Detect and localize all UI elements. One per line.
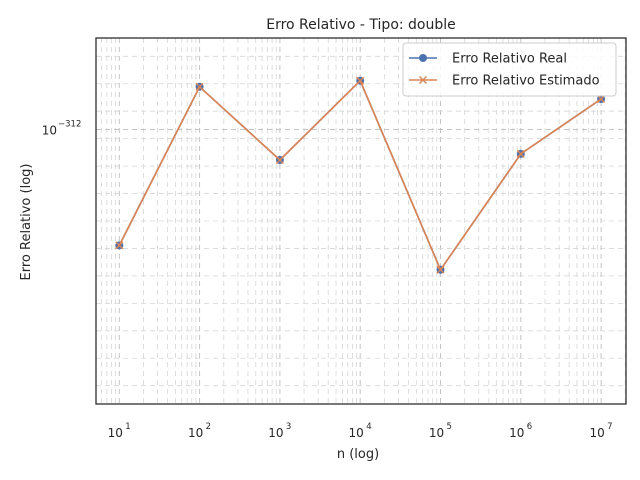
x-tick-label: 10 bbox=[349, 426, 364, 440]
y-tick-label: 10 bbox=[42, 124, 57, 138]
x-tick-label: 10 bbox=[108, 426, 123, 440]
y-tick-exponent: −312 bbox=[58, 120, 81, 130]
data-point-estimado bbox=[436, 265, 445, 274]
x-axis-label: n (log) bbox=[337, 447, 379, 462]
data-point-estimado bbox=[115, 241, 124, 250]
x-tick-exponent: 5 bbox=[447, 422, 452, 432]
x-tick-label: 10 bbox=[188, 426, 203, 440]
data-point-estimado bbox=[275, 156, 284, 164]
x-tick-label: 10 bbox=[589, 426, 604, 440]
plot-frame bbox=[95, 37, 627, 405]
tick-labels: 10 1 10 2 10 3 10 4 10 5 10 6 10 710 −312 bbox=[42, 120, 613, 441]
legend: Erro Relativo Real Erro Relativo Estimad… bbox=[402, 42, 617, 97]
data-point-estimado bbox=[597, 95, 606, 103]
x-tick-exponent: 4 bbox=[366, 422, 371, 432]
legend-label-estimado: Erro Relativo Estimado bbox=[452, 74, 600, 89]
data-point-estimado bbox=[516, 149, 525, 158]
legend-marker-real bbox=[419, 54, 427, 62]
data-point-estimado bbox=[356, 76, 365, 85]
legend-label-real: Erro Relativo Real bbox=[452, 52, 567, 67]
x-tick-exponent: 7 bbox=[607, 422, 612, 432]
legend-marker-estimado bbox=[419, 76, 427, 84]
x-tick-exponent: 6 bbox=[527, 422, 532, 432]
y-axis-label: Erro Relativo (log) bbox=[19, 164, 34, 281]
series bbox=[115, 76, 606, 274]
data-point-estimado bbox=[195, 82, 204, 91]
x-tick-label: 10 bbox=[429, 426, 444, 440]
chart-title: Erro Relativo - Tipo: double bbox=[266, 17, 456, 33]
grid bbox=[96, 38, 626, 404]
x-tick-exponent: 1 bbox=[125, 422, 130, 432]
x-tick-label: 10 bbox=[268, 426, 283, 440]
x-tick-label: 10 bbox=[509, 426, 524, 440]
x-tick-exponent: 2 bbox=[206, 422, 211, 432]
legend-box bbox=[402, 42, 617, 97]
x-tick-exponent: 3 bbox=[286, 422, 291, 432]
